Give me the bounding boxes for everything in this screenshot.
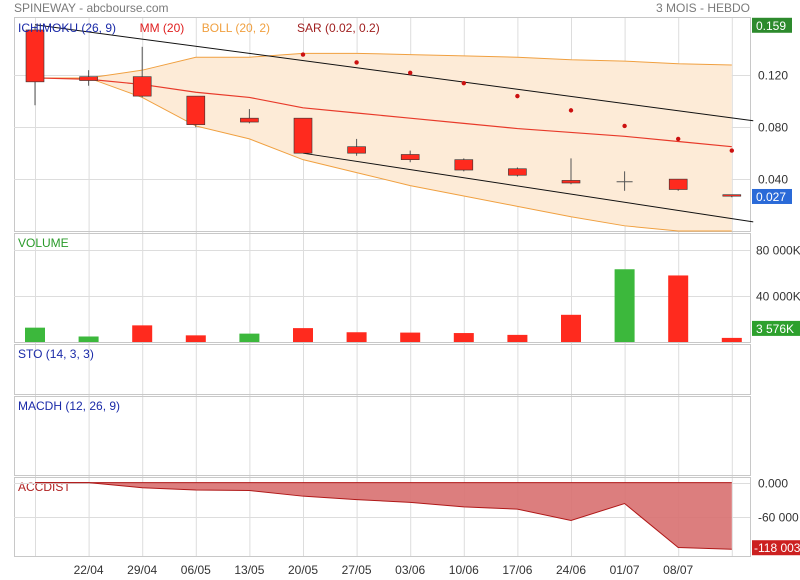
last-price-box — [752, 188, 792, 204]
panel-frame — [14, 344, 751, 395]
y-tick-label: 0.040 — [758, 173, 788, 187]
volume-bar — [668, 275, 689, 342]
candle-body — [722, 194, 742, 197]
volume-bar — [507, 334, 528, 342]
volume-bar — [614, 269, 635, 342]
candle-body — [400, 154, 420, 160]
sar-dot — [515, 93, 520, 99]
x-tick-label: 13/05 — [234, 563, 264, 577]
panel-frame — [14, 17, 751, 232]
sar-dot — [729, 148, 734, 153]
price-marker-label: 0.159 — [756, 19, 786, 33]
volume-bar — [561, 314, 581, 342]
volume-bar — [721, 337, 742, 342]
last-volume-box — [752, 320, 800, 336]
x-tick-label: 03/06 — [395, 563, 425, 577]
volume-bar — [185, 335, 206, 342]
candle-body — [25, 29, 45, 83]
candle-body — [561, 180, 581, 184]
volume-bar — [25, 327, 45, 342]
trendline — [302, 152, 754, 223]
sar-dot — [622, 123, 627, 129]
panel-frame — [14, 233, 751, 343]
sar-dot — [568, 108, 574, 113]
x-tick-label: 06/05 — [181, 563, 211, 577]
x-tick-label: 20/05 — [288, 563, 318, 577]
chart-source-title: SPINEWAY - abcbourse.com — [14, 1, 169, 15]
last-price-label: 0.027 — [756, 190, 786, 204]
last-volume-label: 3 576K — [756, 322, 794, 336]
panel-frame — [14, 396, 751, 476]
x-tick-label: 27/05 — [342, 563, 372, 577]
x-tick-label: 01/07 — [610, 563, 640, 577]
y-tick-label: 0.120 — [758, 69, 788, 83]
last-accdist-box — [752, 540, 800, 556]
candle-body — [293, 117, 313, 154]
legend-entry: ICHIMOKU (26, 9) — [18, 21, 116, 35]
candle-body — [347, 146, 366, 154]
y-tick-label: -60 000 — [758, 511, 799, 525]
candle-body — [454, 159, 474, 171]
volume-bar — [239, 333, 260, 342]
legend-entry: SAR (0.02, 0.2) — [297, 21, 380, 35]
candle-body — [132, 76, 152, 97]
y-tick-label: 80 000K — [756, 244, 800, 258]
bollinger-lower-line — [35, 77, 732, 232]
candle-body — [508, 168, 527, 176]
panel-title: STO (14, 3, 3) — [18, 347, 94, 361]
volume-bar — [346, 332, 367, 342]
price-marker-box — [752, 17, 792, 33]
x-tick-label: 10/06 — [449, 563, 479, 577]
panel-title: ACCDIST — [18, 480, 71, 494]
volume-bar — [293, 328, 313, 342]
accdist-line — [35, 482, 732, 550]
x-tick-label: 29/04 — [127, 563, 157, 577]
x-tick-label: 22/04 — [74, 563, 104, 577]
candle-body — [186, 95, 206, 125]
volume-bar — [400, 332, 421, 342]
panel-title: MACDH (12, 26, 9) — [18, 399, 120, 413]
trendline — [34, 24, 754, 122]
y-tick-label: 0.000 — [758, 477, 788, 491]
x-tick-label: 24/06 — [556, 563, 586, 577]
y-tick-label: 0.080 — [758, 121, 788, 135]
last-accdist-label: -118 003 — [754, 541, 800, 555]
bollinger-upper-line — [35, 52, 732, 79]
candle-body — [79, 76, 98, 81]
y-tick-label: 40 000K — [756, 290, 800, 304]
sar-dot — [354, 60, 359, 65]
volume-bar — [132, 325, 153, 342]
candle-body — [668, 178, 688, 190]
volume-bar — [78, 336, 99, 342]
legend-entry: MM (20) — [140, 21, 185, 35]
volume-bar — [453, 333, 474, 342]
legend-entry: BOLL (20, 2) — [202, 21, 270, 35]
sar-dot — [300, 52, 306, 57]
accdist-area — [35, 482, 732, 550]
sar-dot — [676, 136, 681, 142]
sar-dot — [461, 80, 466, 86]
panel-title: VOLUME — [18, 236, 69, 250]
candle-body — [240, 117, 259, 123]
chart-period-label: 3 MOIS - HEBDO — [655, 1, 750, 15]
sar-dot — [408, 70, 413, 75]
x-tick-label: 08/07 — [663, 563, 693, 577]
bollinger-band-fill — [35, 53, 732, 231]
x-tick-label: 17/06 — [502, 563, 532, 577]
